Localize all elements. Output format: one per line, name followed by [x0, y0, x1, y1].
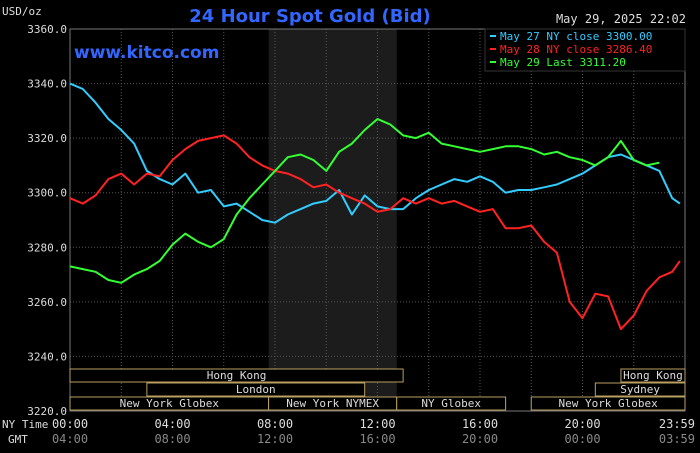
x-tick-ny: 20:00: [564, 417, 600, 431]
series-line-2: [69, 134, 681, 331]
y-axis-ticks: 3220.0 3240.0 3260.0 3280.0 3300.0 3320.0 3340…: [27, 23, 67, 418]
y-tick-label: 3300.0: [27, 187, 67, 200]
ny-time-row-label: NY Time: [2, 418, 48, 431]
session-label: Hong Kong: [207, 369, 267, 382]
units-label: USD/oz: [2, 5, 42, 18]
session-box: [146, 382, 366, 397]
session-label: New York NYMEX: [286, 397, 379, 410]
gmt-row-label: GMT: [8, 433, 28, 446]
session-label: New York Globex: [120, 397, 220, 410]
x-tick-gmt: 16:00: [359, 432, 395, 446]
x-tick-ny: 23:59: [659, 417, 695, 431]
session-box: [620, 368, 686, 383]
session-label: New York Globex: [558, 397, 658, 410]
series-line-1: [69, 82, 681, 224]
session-label: Sydney: [620, 383, 660, 396]
x-tick-gmt: 12:00: [257, 432, 293, 446]
session-box: [69, 368, 404, 383]
y-tick-label: 3320.0: [27, 132, 67, 145]
x-tick-ny: 00:00: [52, 417, 88, 431]
y-tick-label: 3340.0: [27, 78, 67, 91]
x-axis-ticks: 00:0004:0004:0008:0008:0012:0012:0016:00…: [52, 417, 695, 446]
x-tick-ny: 12:00: [359, 417, 395, 431]
legend-entry: May 28 NY close 3286.40: [500, 43, 652, 56]
x-tick-gmt: 00:00: [564, 432, 600, 446]
x-tick-gmt: 03:59: [659, 432, 695, 446]
plot-frame: [69, 28, 686, 412]
session-label: Hong Kong: [623, 369, 683, 382]
nymex-shaded-region: [268, 29, 397, 411]
series-layer: [69, 82, 681, 331]
y-tick-label: 3260.0: [27, 296, 67, 309]
session-box: [530, 396, 686, 411]
x-tick-ny: 08:00: [257, 417, 293, 431]
timestamp: May 29, 2025 22:02: [556, 12, 686, 26]
session-box: [396, 396, 507, 411]
legend-box: [484, 28, 686, 72]
session-label: London: [236, 383, 276, 396]
x-tick-ny: 04:00: [154, 417, 190, 431]
legend-entry: May 27 NY close 3300.00: [500, 30, 652, 43]
x-tick-ny: 16:00: [462, 417, 498, 431]
y-tick-label: 3240.0: [27, 350, 67, 363]
x-tick-gmt: 08:00: [154, 432, 190, 446]
y-tick-label: 3280.0: [27, 241, 67, 254]
website-label[interactable]: www.kitco.com: [74, 43, 219, 63]
y-tick-label: 3220.0: [27, 405, 67, 418]
session-label: NY Globex: [421, 397, 481, 410]
chart-title: 24 Hour Spot Gold (Bid): [189, 6, 430, 27]
series-line-3: [69, 118, 660, 284]
y-tick-label: 3360.0: [27, 23, 67, 36]
x-tick-gmt: 20:00: [462, 432, 498, 446]
x-tick-gmt: 04:00: [52, 432, 88, 446]
legend-entry: May 29 Last 3311.20: [500, 56, 626, 69]
session-box: [594, 382, 686, 397]
